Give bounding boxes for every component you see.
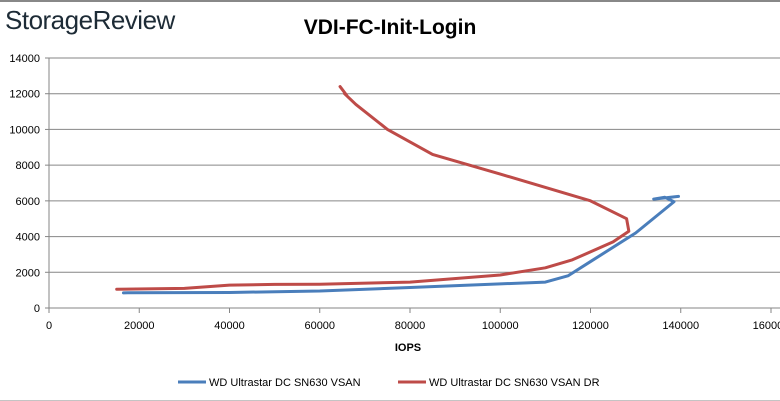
y-tick-label: 6000	[16, 196, 40, 208]
legend-label-1: WD Ultrastar DC SN630 VSAN DR	[429, 377, 600, 389]
legend-label-0: WD Ultrastar DC SN630 VSAN	[209, 377, 361, 389]
chart-title: VDI-FC-Init-Login	[303, 16, 477, 39]
y-tick-label: 10000	[9, 124, 40, 136]
y-tick-label: 2000	[16, 267, 40, 279]
series-line-0	[121, 194, 680, 295]
y-tick-label: 8000	[16, 160, 40, 172]
x-tick-label: 140000	[662, 320, 699, 332]
y-tick-label: 4000	[16, 232, 40, 244]
x-tick-label: 120000	[572, 320, 609, 332]
x-tick-label: 0	[46, 320, 52, 332]
x-tick-label: 40000	[214, 320, 245, 332]
x-axis-label: IOPS	[395, 342, 421, 354]
x-tick-label: 20000	[124, 320, 155, 332]
series-line-1	[115, 85, 631, 291]
y-tick-label: 0	[34, 303, 40, 315]
storagereview-logo: StorageReview	[5, 5, 175, 35]
x-tick-label: 60000	[304, 320, 335, 332]
y-tick-label: 12000	[9, 89, 40, 101]
x-tick-label: 160000	[753, 320, 780, 332]
y-tick-label: 14000	[9, 53, 40, 65]
x-tick-label: 100000	[482, 320, 519, 332]
x-tick-label: 80000	[395, 320, 426, 332]
